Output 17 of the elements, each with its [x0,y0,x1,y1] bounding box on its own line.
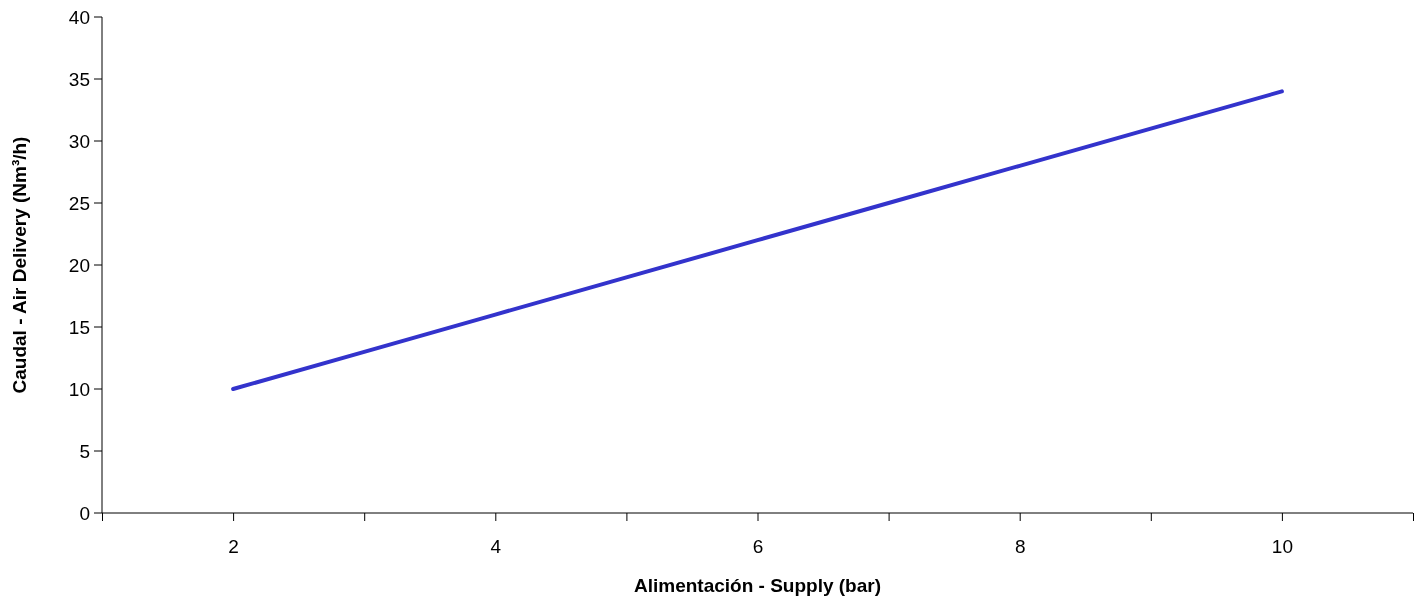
x-tick-label: 2 [228,536,239,558]
y-axis-title: Caudal - Air Delivery (Nm³/h) [9,136,30,394]
y-tick-label: 40 [68,6,90,28]
x-tick-label: 10 [1271,536,1293,558]
y-tick-label: 10 [68,378,90,400]
y-tick-label: 20 [68,254,90,276]
x-tick-label: 6 [752,536,764,558]
x-axis-title: Alimentación - Supply (bar) [633,575,882,596]
y-tick-label: 35 [68,68,90,90]
y-tick-label: 30 [68,130,90,152]
x-tick-label: 4 [490,536,502,558]
y-tick-label: 0 [79,502,90,524]
x-tick-label: 8 [1014,536,1026,558]
y-tick-label: 25 [68,192,90,214]
y-tick-label: 15 [68,316,90,338]
y-tick-label: 5 [79,440,90,462]
line-series [231,89,1284,391]
